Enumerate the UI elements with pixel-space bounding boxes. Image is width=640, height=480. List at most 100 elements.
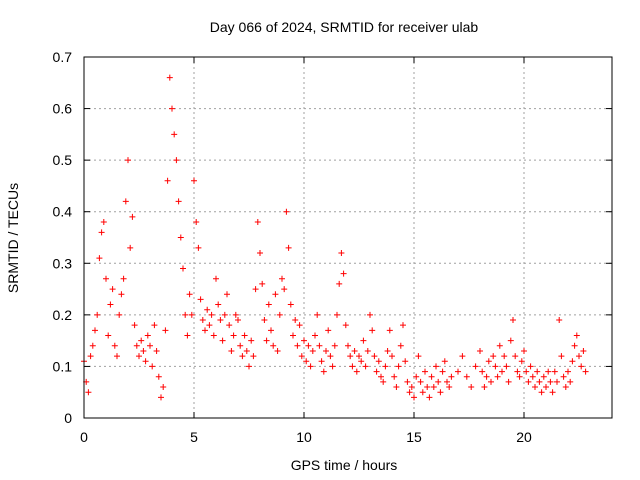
data-point: [122, 198, 129, 205]
data-point: [323, 347, 329, 354]
data-point: [270, 342, 277, 349]
data-point: [426, 394, 433, 401]
data-point: [127, 244, 134, 251]
data-point: [164, 177, 171, 184]
data-point: [393, 384, 400, 391]
chart-title: Day 066 of 2024, SRMTID for receiver ula…: [210, 19, 479, 35]
data-point: [213, 275, 219, 282]
data-point: [384, 347, 391, 354]
data-point: [182, 311, 189, 318]
x-tick-label: 0: [80, 429, 88, 445]
data-point: [573, 332, 580, 339]
data-point: [309, 347, 316, 354]
data-point: [239, 353, 246, 360]
data-point: [529, 373, 536, 380]
data-point: [488, 378, 494, 385]
data-point: [378, 373, 384, 380]
data-point: [202, 327, 208, 334]
data-point: [510, 317, 516, 324]
data-point: [103, 275, 109, 282]
data-point: [483, 373, 490, 380]
y-tick-label: 0.7: [53, 49, 73, 65]
data-point: [549, 389, 556, 396]
data-point: [411, 394, 417, 401]
y-tick-label: 0.3: [53, 255, 73, 271]
data-point: [400, 322, 406, 329]
data-point: [490, 353, 497, 360]
data-point: [558, 353, 565, 360]
axis-ticks: 0 5 10 15 20 0 0.1 0.2 0.3 0.4 0.5 0.6 0.7: [53, 49, 612, 445]
data-point: [439, 368, 446, 375]
data-point: [147, 342, 153, 349]
data-point: [417, 378, 424, 385]
data-point: [496, 342, 503, 349]
data-point: [419, 389, 426, 396]
plot-frame: [83, 56, 613, 419]
data-point: [569, 358, 576, 365]
data-point: [402, 358, 409, 365]
data-point: [193, 219, 200, 226]
data-point: [120, 275, 127, 282]
data-point: [272, 291, 279, 298]
data-point: [292, 317, 299, 324]
data-point: [477, 347, 483, 354]
data-point: [547, 378, 554, 385]
data-point: [232, 311, 239, 318]
data-point: [358, 358, 365, 365]
data-point: [226, 322, 233, 329]
data-point: [125, 157, 131, 164]
data-point: [327, 353, 334, 360]
data-point: [279, 275, 285, 282]
data-point: [521, 347, 527, 354]
data-point: [380, 378, 387, 385]
data-point: [140, 347, 147, 354]
data-point: [314, 311, 321, 318]
data-point: [294, 342, 301, 349]
data-point: [481, 384, 488, 391]
data-point: [162, 327, 169, 334]
data-point: [503, 363, 510, 370]
data-point: [274, 347, 281, 354]
data-point: [527, 363, 534, 370]
data-point: [433, 363, 439, 370]
data-point: [250, 353, 257, 360]
data-point: [129, 213, 136, 220]
data-point: [85, 389, 92, 396]
data-point: [518, 358, 525, 365]
data-point: [320, 368, 327, 375]
data-point: [246, 363, 252, 370]
data-point: [296, 322, 303, 329]
data-point: [276, 311, 283, 318]
data-point: [105, 332, 112, 339]
data-point: [281, 286, 288, 293]
data-point: [371, 353, 378, 360]
data-point: [235, 317, 241, 324]
data-point: [523, 368, 530, 375]
data-point: [171, 131, 178, 138]
data-point: [395, 363, 402, 370]
data-point: [468, 384, 475, 391]
data-point: [382, 363, 389, 370]
data-point: [507, 337, 514, 344]
data-point: [138, 337, 145, 344]
data-point: [373, 368, 380, 375]
grid-lines: [84, 57, 612, 418]
data-point: [408, 384, 415, 391]
data-point: [404, 378, 411, 385]
data-point: [505, 378, 512, 385]
data-point: [428, 373, 435, 380]
data-point: [149, 363, 156, 370]
data-point: [221, 311, 228, 318]
data-point: [230, 332, 237, 339]
data-point: [180, 265, 186, 272]
data-point: [184, 332, 191, 339]
data-point: [514, 368, 521, 375]
data-point: [228, 347, 235, 354]
data-point: [94, 311, 101, 318]
data-point: [177, 234, 184, 241]
data-point: [386, 327, 393, 334]
x-tick-label: 20: [516, 429, 532, 445]
data-point: [199, 317, 206, 324]
data-point: [485, 358, 492, 365]
data-point: [356, 353, 362, 360]
